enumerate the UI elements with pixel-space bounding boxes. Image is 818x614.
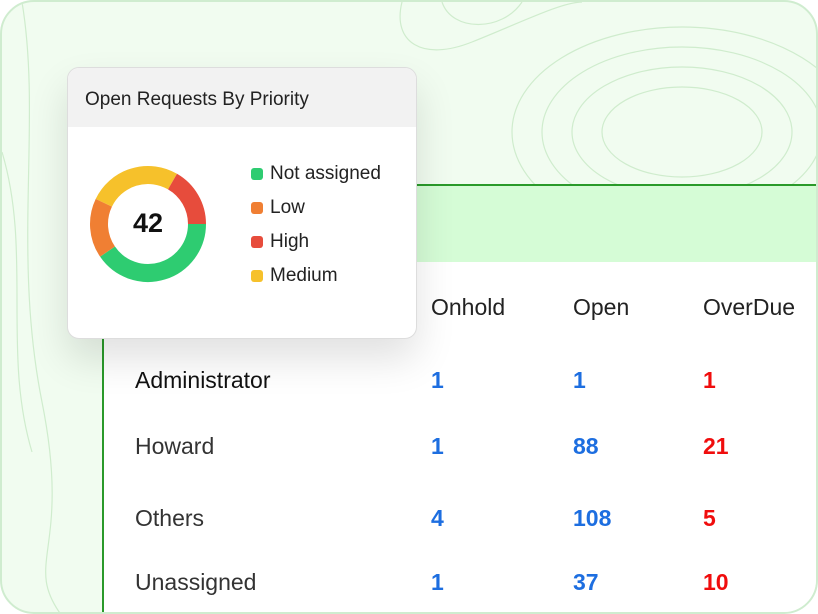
priority-donut-chart — [90, 166, 206, 282]
legend-dot-icon — [251, 168, 263, 180]
onhold-count[interactable]: 1 — [431, 569, 444, 595]
row-name: Howard — [135, 433, 215, 459]
legend-label: Not assigned — [270, 163, 381, 184]
legend-item-high[interactable]: High — [251, 231, 309, 253]
legend-label: Low — [270, 197, 305, 218]
legend-label: High — [270, 231, 310, 252]
donut-segment-medium[interactable] — [95, 166, 177, 208]
donut-segment-low[interactable] — [90, 198, 116, 257]
donut-segment-high[interactable] — [167, 173, 206, 225]
legend-dot-icon — [251, 270, 263, 282]
overdue-count[interactable]: 1 — [703, 367, 716, 393]
legend-dot-icon — [251, 236, 263, 248]
onhold-count[interactable]: 1 — [431, 367, 444, 393]
row-name: Unassigned — [135, 569, 257, 595]
row-name: Others — [135, 505, 205, 531]
overdue-count[interactable]: 5 — [703, 505, 716, 531]
open-count[interactable]: 1 — [573, 367, 586, 393]
priority-card: Open Requests By Priority 42 Not assigne… — [67, 67, 417, 339]
card-title: Open Requests By Priority — [68, 68, 416, 127]
column-header-overdue: OverDue — [703, 294, 796, 320]
donut-segment-not-assigned[interactable] — [100, 223, 206, 282]
onhold-count[interactable]: 1 — [431, 433, 444, 459]
overdue-count[interactable]: 10 — [703, 569, 729, 595]
legend-label: Medium — [270, 265, 338, 286]
legend-item-low[interactable]: Low — [251, 197, 305, 219]
overdue-count[interactable]: 21 — [703, 433, 729, 459]
legend-dot-icon — [251, 202, 263, 214]
onhold-count[interactable]: 4 — [431, 505, 444, 531]
open-count[interactable]: 108 — [573, 505, 612, 531]
legend-item-not-assigned[interactable]: Not assigned — [251, 163, 381, 185]
total-count: 42 — [132, 208, 164, 238]
legend-item-medium[interactable]: Medium — [251, 265, 338, 287]
column-header-onhold: Onhold — [431, 294, 506, 320]
row-name: Administrator — [135, 367, 271, 393]
open-count[interactable]: 37 — [573, 569, 599, 595]
open-count[interactable]: 88 — [573, 433, 599, 459]
column-header-open: Open — [573, 294, 630, 320]
